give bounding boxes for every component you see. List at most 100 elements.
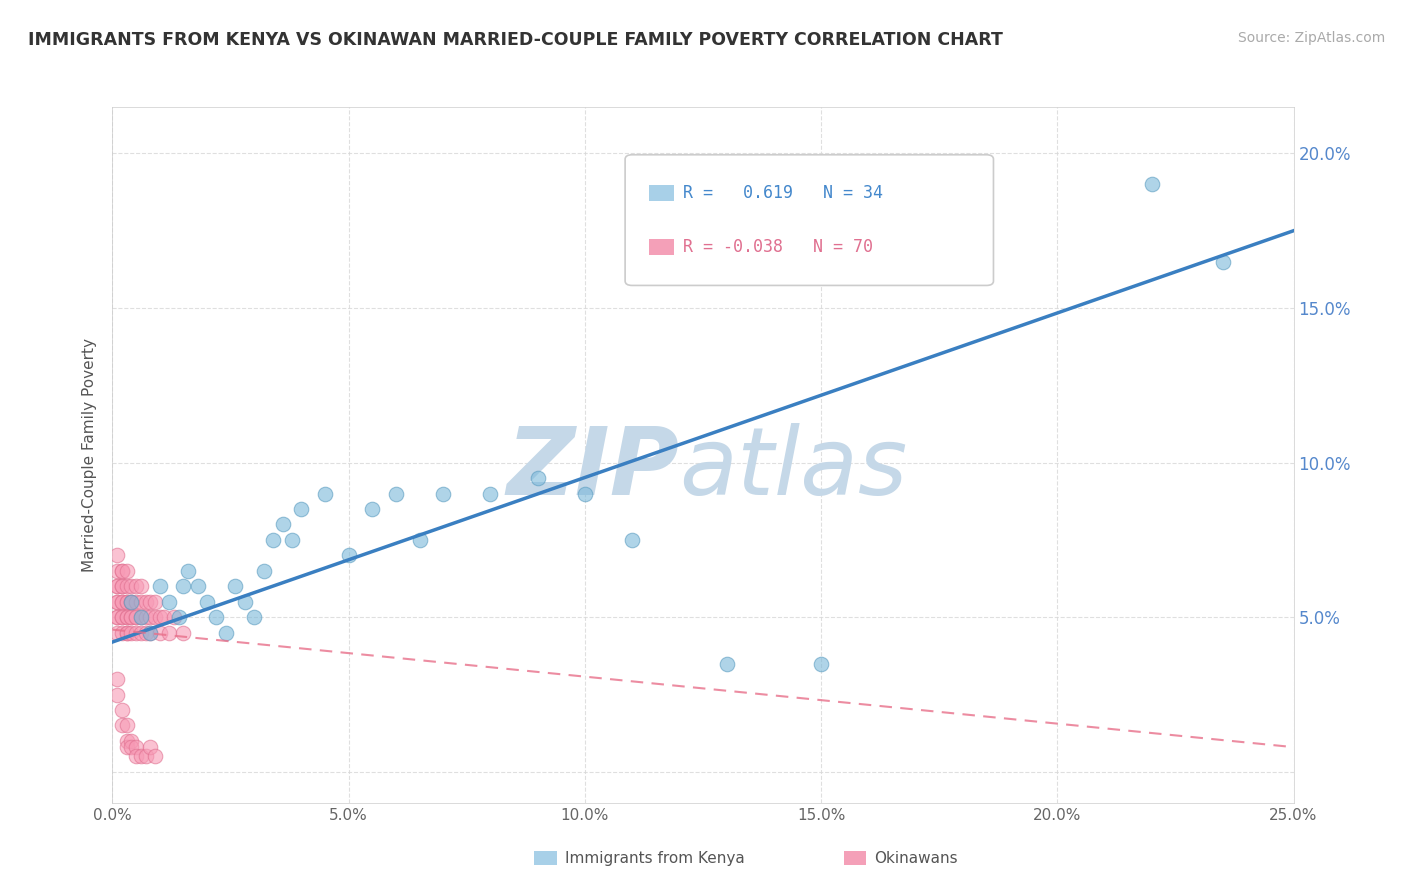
Point xyxy=(135,625,157,640)
Point xyxy=(157,625,180,640)
Point xyxy=(1140,178,1163,192)
Point xyxy=(120,625,142,640)
Point xyxy=(120,595,142,609)
Point xyxy=(139,740,162,755)
Point xyxy=(361,502,384,516)
Point xyxy=(253,564,276,578)
Point xyxy=(1212,254,1234,268)
Point xyxy=(149,610,172,624)
Point xyxy=(115,610,138,624)
Point xyxy=(111,610,134,624)
Text: IMMIGRANTS FROM KENYA VS OKINAWAN MARRIED-COUPLE FAMILY POVERTY CORRELATION CHAR: IMMIGRANTS FROM KENYA VS OKINAWAN MARRIE… xyxy=(28,31,1002,49)
Point xyxy=(139,610,162,624)
Point xyxy=(120,734,142,748)
Point xyxy=(115,740,138,755)
Point xyxy=(125,579,148,593)
Text: R =   0.619   N = 34: R = 0.619 N = 34 xyxy=(683,185,883,202)
Point xyxy=(115,595,138,609)
Point xyxy=(115,625,138,640)
Point xyxy=(167,610,190,624)
Point xyxy=(290,502,312,516)
Point xyxy=(129,610,152,624)
Point xyxy=(111,579,134,593)
Point xyxy=(153,610,176,624)
Point xyxy=(262,533,284,547)
Text: Source: ZipAtlas.com: Source: ZipAtlas.com xyxy=(1237,31,1385,45)
Point xyxy=(186,579,208,593)
Text: Immigrants from Kenya: Immigrants from Kenya xyxy=(565,851,745,865)
Point xyxy=(105,579,128,593)
Point xyxy=(129,625,152,640)
Point xyxy=(115,610,138,624)
Point xyxy=(111,564,134,578)
Point xyxy=(526,471,548,485)
Point xyxy=(105,610,128,624)
Point xyxy=(479,486,502,500)
Point xyxy=(243,610,266,624)
Point xyxy=(810,657,832,671)
Point xyxy=(408,533,430,547)
Point xyxy=(125,595,148,609)
Point xyxy=(172,579,194,593)
Point xyxy=(195,595,218,609)
Point xyxy=(125,610,148,624)
Point xyxy=(143,595,166,609)
Point xyxy=(143,610,166,624)
Point xyxy=(120,579,142,593)
Y-axis label: Married-Couple Family Poverty: Married-Couple Family Poverty xyxy=(82,338,97,572)
Point xyxy=(135,610,157,624)
Text: R = -0.038   N = 70: R = -0.038 N = 70 xyxy=(683,238,873,256)
Text: atlas: atlas xyxy=(679,424,908,515)
Point xyxy=(105,595,128,609)
Point xyxy=(125,610,148,624)
Point xyxy=(125,740,148,755)
Point xyxy=(139,595,162,609)
Point xyxy=(271,517,294,532)
Text: ZIP: ZIP xyxy=(506,423,679,515)
Point xyxy=(129,579,152,593)
Point xyxy=(224,579,246,593)
Point xyxy=(432,486,454,500)
Text: Okinawans: Okinawans xyxy=(875,851,957,865)
Point xyxy=(337,549,360,563)
Point xyxy=(172,625,194,640)
Point xyxy=(120,610,142,624)
Point xyxy=(105,672,128,686)
Point xyxy=(105,625,128,640)
Point xyxy=(385,486,408,500)
Point xyxy=(120,595,142,609)
Point xyxy=(115,718,138,732)
Point xyxy=(111,610,134,624)
Point xyxy=(621,533,644,547)
Point xyxy=(105,688,128,702)
Point xyxy=(135,595,157,609)
Point xyxy=(115,625,138,640)
Point xyxy=(105,549,128,563)
Point xyxy=(120,740,142,755)
Point xyxy=(115,564,138,578)
Point xyxy=(125,625,148,640)
Point xyxy=(314,486,336,500)
Point xyxy=(205,610,228,624)
Point xyxy=(281,533,304,547)
Point xyxy=(111,595,134,609)
Point xyxy=(716,657,738,671)
Point xyxy=(177,564,200,578)
Point xyxy=(135,749,157,764)
Point xyxy=(139,625,162,640)
Point xyxy=(111,579,134,593)
Point xyxy=(233,595,256,609)
Point xyxy=(129,610,152,624)
Point xyxy=(115,734,138,748)
Point xyxy=(111,718,134,732)
Point xyxy=(125,749,148,764)
Point xyxy=(111,625,134,640)
Point xyxy=(120,595,142,609)
Point xyxy=(105,564,128,578)
Point xyxy=(111,595,134,609)
Point xyxy=(111,564,134,578)
Point xyxy=(149,625,172,640)
Point xyxy=(115,579,138,593)
Point xyxy=(105,610,128,624)
Point xyxy=(574,486,596,500)
